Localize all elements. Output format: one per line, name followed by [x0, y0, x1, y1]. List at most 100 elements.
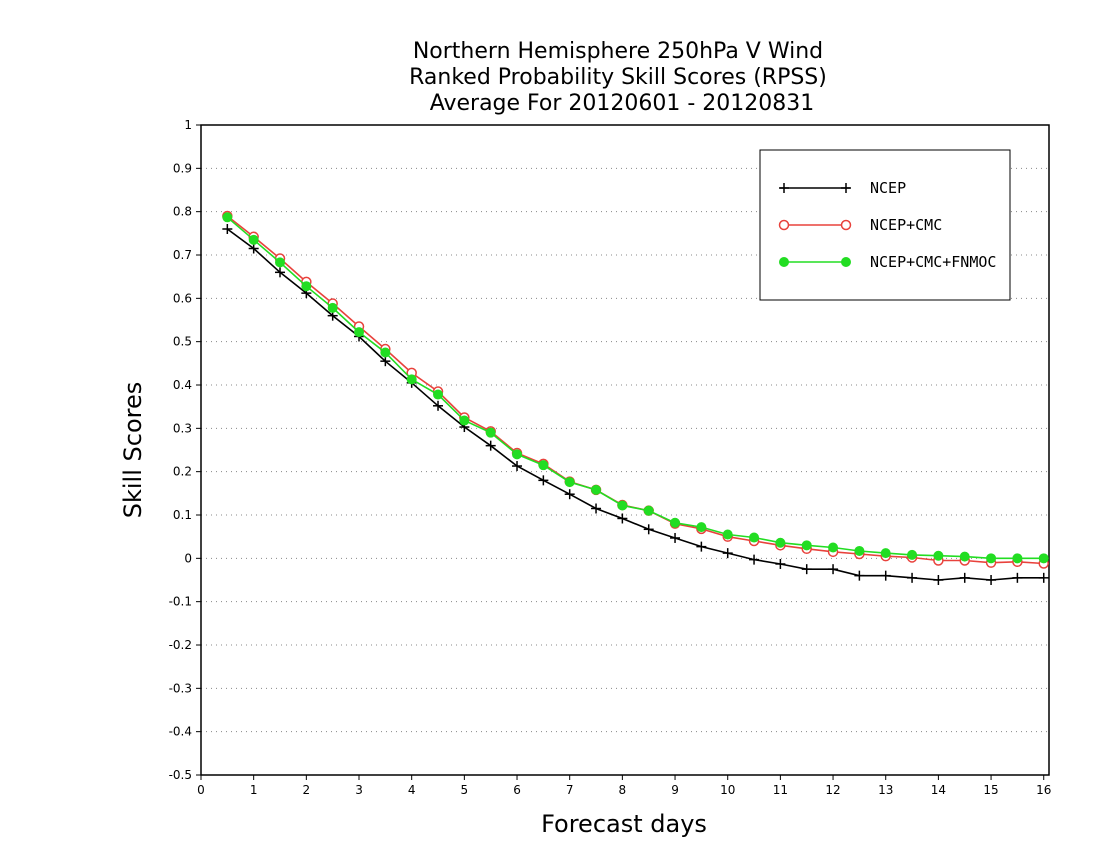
series-2-point — [327, 302, 338, 313]
series-0-point — [722, 548, 733, 559]
y-tick-label: 0.9 — [173, 161, 192, 175]
series-2-point — [512, 449, 523, 460]
x-tick-label: 6 — [513, 783, 521, 797]
x-tick-label: 14 — [931, 783, 946, 797]
series-2-point — [538, 460, 549, 471]
series-2-point — [354, 327, 365, 338]
series-0-point — [643, 524, 654, 535]
y-tick-label: 0.8 — [173, 205, 192, 219]
series-0-point — [933, 575, 944, 585]
series-0-point — [380, 356, 391, 367]
series-2-point — [643, 505, 654, 516]
y-axis-label: Skill Scores — [119, 382, 147, 519]
series-0-point — [433, 400, 444, 411]
series-0-point — [222, 224, 233, 234]
series-2-point — [275, 257, 286, 268]
series-2-point — [433, 389, 444, 400]
series-0-point — [248, 243, 259, 254]
x-tick-label: 1 — [250, 783, 258, 797]
series-0-point — [696, 541, 707, 552]
series-2-point — [801, 540, 812, 551]
legend-label-1: NCEP+CMC — [870, 216, 942, 234]
series-2-point — [722, 529, 733, 540]
x-tick-label: 0 — [197, 783, 205, 797]
series-2-point — [933, 550, 944, 561]
x-tick-label: 8 — [619, 783, 627, 797]
x-tick-label: 2 — [303, 783, 311, 797]
series-2-point — [248, 234, 259, 245]
legend-marker-0 — [841, 183, 851, 193]
series-0-point — [986, 575, 997, 585]
y-tick-label: -0.4 — [169, 725, 192, 739]
series-0-point — [775, 558, 786, 569]
series-2-point — [828, 542, 839, 553]
series-2-point — [775, 537, 786, 548]
legend-marker-2 — [841, 257, 851, 267]
series-0-point — [617, 513, 628, 524]
series-0-point — [828, 564, 839, 575]
y-tick-label: -0.1 — [169, 595, 192, 609]
y-tick-label: 0.5 — [173, 335, 192, 349]
title-line-3: Average For 20120601 - 20120831 — [430, 91, 815, 116]
series-2-point — [564, 477, 575, 488]
x-tick-label: 10 — [720, 783, 735, 797]
series-2-point — [222, 212, 233, 223]
x-tick-label: 3 — [355, 783, 363, 797]
series-0-point — [1038, 572, 1049, 583]
title-line-1: Northern Hemisphere 250hPa V Wind — [413, 39, 823, 64]
series-2-point — [907, 549, 918, 560]
legend-marker-0 — [779, 183, 789, 193]
axes: 1 0.9 0.8 0.7 0.6 0.5 0.4 0.3 0.2 0.1 0 -0.1 -0.2 -0.… — [169, 118, 1052, 797]
y-tick-label: -0.3 — [169, 681, 192, 695]
series-0-point — [1012, 572, 1023, 583]
series-0-point — [907, 572, 918, 583]
x-tick-label: 7 — [566, 783, 574, 797]
legend-marker-1 — [840, 219, 852, 231]
series-2-point — [670, 517, 681, 528]
series-0-point — [275, 267, 286, 278]
series-0-point — [959, 572, 970, 583]
series-2-point — [749, 532, 760, 543]
y-tick-label: 0.6 — [173, 291, 192, 305]
series-0-point — [485, 440, 496, 451]
series-0-point — [538, 475, 549, 486]
y-tick-label: 0.1 — [173, 508, 192, 522]
series-0-point — [749, 554, 760, 565]
x-axis-label: Forecast days — [541, 810, 707, 838]
title-line-2: Ranked Probability Skill Scores (RPSS) — [409, 65, 827, 90]
legend-marker-1 — [778, 219, 790, 231]
y-tick-label: 0.4 — [173, 378, 192, 392]
series-0-point — [854, 570, 865, 581]
series-0-point — [880, 570, 891, 581]
x-tick-label: 13 — [878, 783, 893, 797]
y-tick-label: 1 — [184, 118, 192, 132]
x-tick-label: 4 — [408, 783, 416, 797]
y-tick-label: -0.5 — [169, 768, 192, 782]
series-2-point — [406, 374, 417, 385]
series-0-point — [512, 461, 523, 472]
x-tick-label: 12 — [825, 783, 840, 797]
series-0-point — [670, 532, 681, 543]
series-2-point — [591, 484, 602, 495]
series-2-point — [959, 551, 970, 562]
series-2-point — [380, 347, 391, 358]
chart-title: Northern Hemisphere 250hPa V Wind Ranked… — [409, 39, 827, 116]
series-2-point — [485, 427, 496, 438]
x-tick-label: 9 — [671, 783, 679, 797]
x-tick-label: 16 — [1036, 783, 1051, 797]
series-0-point — [591, 503, 602, 514]
plot-frame — [200, 124, 1050, 776]
series-2-point — [696, 522, 707, 533]
series-2-point — [617, 500, 628, 511]
legend-marker-2 — [779, 257, 789, 267]
series-0-point — [801, 564, 812, 575]
series-2-point — [1038, 553, 1049, 564]
y-tick-label: -0.2 — [169, 638, 192, 652]
y-tick-label: 0 — [184, 551, 192, 565]
x-tick-label: 5 — [461, 783, 469, 797]
series-2-point — [459, 415, 470, 426]
series-2-point — [301, 281, 312, 292]
legend: NCEP NCEP+CMC NCEP+CMC+FNMOC — [759, 149, 1011, 301]
legend-label-0: NCEP — [870, 179, 906, 197]
